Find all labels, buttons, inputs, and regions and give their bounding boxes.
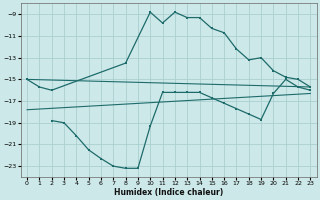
X-axis label: Humidex (Indice chaleur): Humidex (Indice chaleur) [114, 188, 223, 197]
